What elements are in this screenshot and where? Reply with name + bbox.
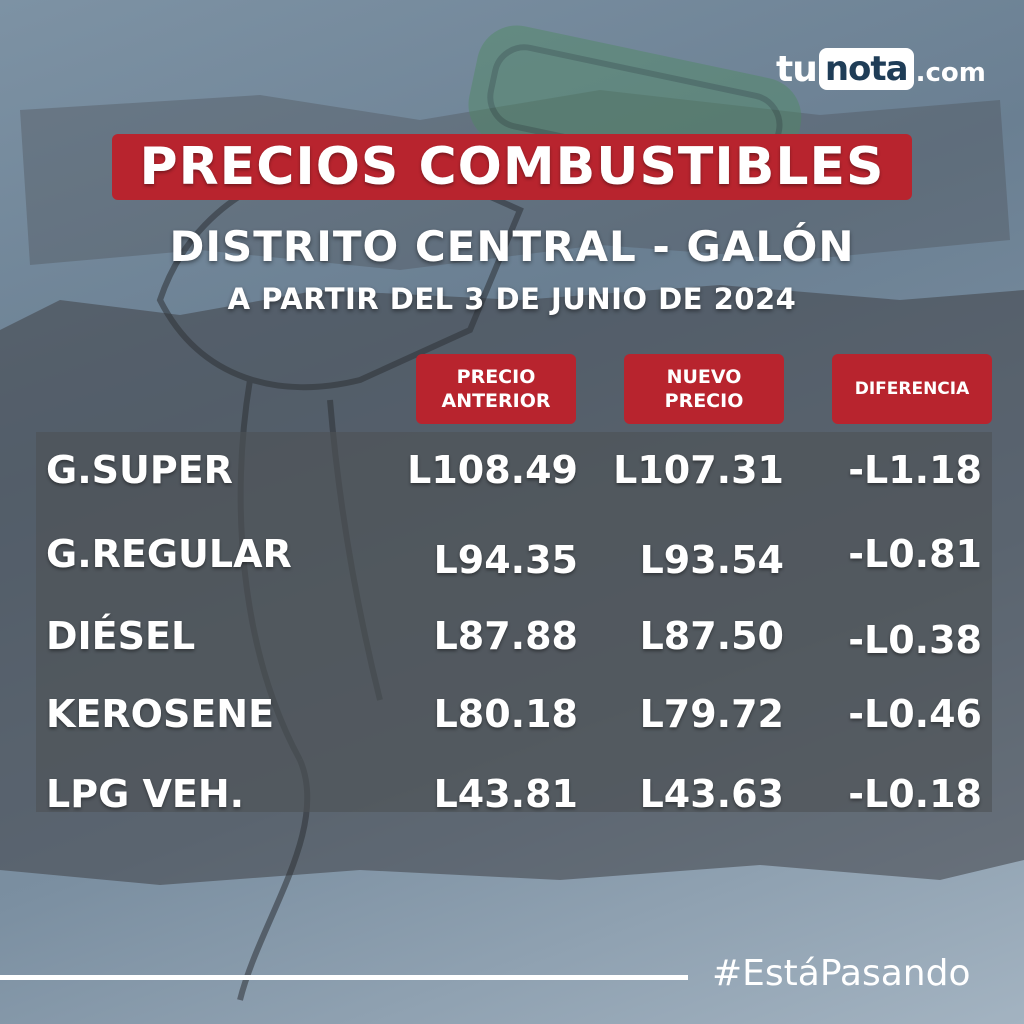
hashtag: #EstáPasando <box>712 953 971 994</box>
price-difference: -L0.81 <box>848 532 982 576</box>
price-table-panel <box>36 432 992 812</box>
price-difference: -L0.46 <box>848 692 982 736</box>
previous-price: L80.18 <box>433 692 578 736</box>
effective-date: A PARTIR DEL 3 DE JUNIO DE 2024 <box>227 282 797 316</box>
price-difference: -L1.18 <box>848 448 982 492</box>
table-row: LPG VEH. L43.81 L43.63 -L0.18 <box>0 764 1024 824</box>
table-row: G.SUPER L108.49 L107.31 -L1.18 <box>0 440 1024 500</box>
price-difference: -L0.18 <box>848 772 982 816</box>
fuel-name: DIÉSEL <box>46 614 196 658</box>
fuel-name: LPG VEH. <box>46 772 245 816</box>
previous-price: L94.35 <box>433 538 578 582</box>
new-price: L93.54 <box>639 538 784 582</box>
new-price: L107.31 <box>613 448 784 492</box>
new-price: L79.72 <box>639 692 784 736</box>
new-price: L43.63 <box>639 772 784 816</box>
fuel-name: KEROSENE <box>46 692 275 736</box>
tunota-logo: tu nota .com <box>776 44 986 94</box>
new-price: L87.50 <box>639 614 784 658</box>
logo-domain: .com <box>915 58 986 88</box>
column-header-previous-price: PRECIO ANTERIOR <box>416 354 576 424</box>
previous-price: L108.49 <box>407 448 578 492</box>
fuel-name: G.SUPER <box>46 448 233 492</box>
logo-nota: nota <box>818 48 914 90</box>
price-difference: -L0.38 <box>848 618 982 662</box>
previous-price: L43.81 <box>433 772 578 816</box>
table-row: KEROSENE L80.18 L79.72 -L0.46 <box>0 684 1024 744</box>
footer-divider <box>0 975 688 980</box>
column-header-new-price: NUEVO PRECIO <box>624 354 784 424</box>
logo-tu: tu <box>776 48 818 90</box>
column-header-difference: DIFERENCIA <box>832 354 992 424</box>
table-row: G.REGULAR L94.35 L93.54 -L0.81 <box>0 524 1024 584</box>
fuel-name: G.REGULAR <box>46 532 292 576</box>
previous-price: L87.88 <box>433 614 578 658</box>
table-row: DIÉSEL L87.88 L87.50 -L0.38 <box>0 606 1024 666</box>
page-title: PRECIOS COMBUSTIBLES <box>112 134 912 200</box>
page-subtitle: DISTRITO CENTRAL - GALÓN <box>169 222 855 271</box>
